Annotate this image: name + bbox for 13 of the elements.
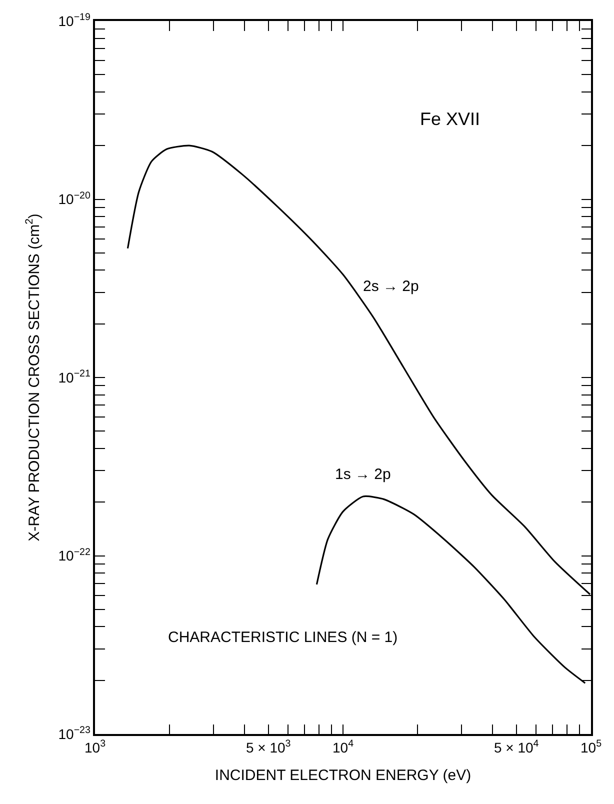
y-tick-label: 10$^{−21}$ (58, 368, 90, 386)
x-tick-label: 10$^{4}$ (332, 738, 354, 756)
x-tick-label: 5 × 10$^{4}$ (494, 738, 540, 756)
y-tick-label: 10$^{−20}$ (58, 190, 91, 208)
series-label: 1s → 2p (335, 466, 391, 483)
annotation: CHARACTERISTIC LINES (N = 1) (168, 629, 398, 646)
x-tick-label: 10$^{5}$ (580, 738, 602, 756)
y-tick-label: 10$^{−19}$ (58, 12, 90, 29)
x-axis-title: INCIDENT ELECTRON ENERGY (eV) (214, 767, 472, 784)
series-label: 2s → 2p (363, 278, 419, 295)
y-tick-label: 10$^{−22}$ (58, 546, 90, 564)
annotation: Fe XVII (420, 109, 480, 129)
x-tick-label: 5 × 10$^{3}$ (246, 738, 292, 756)
